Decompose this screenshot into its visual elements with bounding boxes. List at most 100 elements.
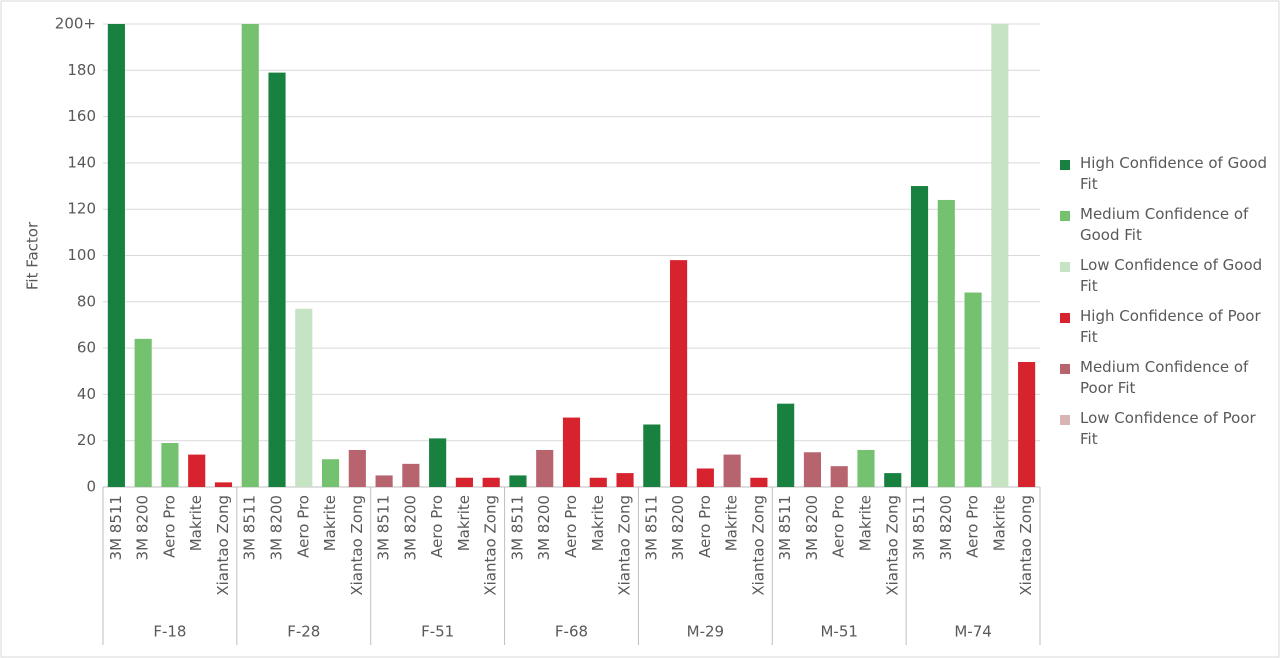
legend-label: Medium Confidence of Good Fit bbox=[1080, 205, 1249, 244]
bar bbox=[964, 292, 982, 487]
x-tick-label: 3M 8511 bbox=[776, 495, 794, 560]
legend-item: High Confidence of Good Fit bbox=[1060, 153, 1270, 204]
x-tick-label: Aero Pro bbox=[696, 495, 714, 558]
legend-label: High Confidence of Good Fit bbox=[1080, 154, 1268, 193]
bar bbox=[562, 417, 581, 487]
x-tick-label: Xiantao Zong bbox=[616, 495, 634, 596]
bar bbox=[321, 459, 340, 487]
x-tick-label: Aero Pro bbox=[964, 495, 982, 558]
x-tick-label: Xiantao Zong bbox=[883, 495, 901, 596]
bar bbox=[482, 477, 500, 487]
bar bbox=[884, 473, 902, 487]
x-tick-label: 3M 8511 bbox=[642, 495, 660, 560]
y-tick-label: 180 bbox=[67, 61, 96, 79]
bar bbox=[375, 475, 393, 487]
bar bbox=[991, 24, 1009, 487]
legend-swatch bbox=[1060, 211, 1070, 221]
group-label: F-51 bbox=[421, 623, 454, 641]
x-tick-label: Aero Pro bbox=[294, 495, 312, 558]
x-tick-label: 3M 8200 bbox=[268, 495, 286, 560]
legend-swatch bbox=[1060, 415, 1070, 425]
x-tick-label: 3M 8511 bbox=[241, 495, 259, 560]
y-tick-label: 120 bbox=[67, 200, 96, 218]
x-tick-label: 3M 8200 bbox=[937, 495, 955, 560]
x-tick-label: 3M 8200 bbox=[401, 495, 419, 560]
x-tick-label: Xiantao Zong bbox=[348, 495, 366, 596]
bar bbox=[696, 468, 714, 487]
group-label: F-68 bbox=[555, 623, 588, 641]
x-tick-label: Makrite bbox=[187, 495, 205, 551]
bar bbox=[188, 454, 206, 487]
bar bbox=[857, 449, 875, 487]
group-label: F-28 bbox=[287, 623, 320, 641]
legend-label: Low Confidence of Good Fit bbox=[1080, 256, 1263, 295]
x-tick-label: Aero Pro bbox=[830, 495, 848, 558]
x-tick-label: Makrite bbox=[455, 495, 473, 551]
x-tick-label: 3M 8200 bbox=[535, 495, 553, 560]
y-tick-label: 20 bbox=[77, 431, 96, 449]
x-tick-label: Xiantao Zong bbox=[482, 495, 500, 596]
x-tick-label: Aero Pro bbox=[428, 495, 446, 558]
bar bbox=[670, 260, 688, 487]
legend-item: High Confidence of Poor Fit bbox=[1060, 306, 1270, 357]
bar bbox=[643, 424, 661, 487]
legend-swatch bbox=[1060, 262, 1070, 272]
bar bbox=[910, 186, 929, 488]
x-tick-label: Xiantao Zong bbox=[214, 495, 232, 596]
y-tick-label: 100 bbox=[67, 246, 96, 264]
x-tick-label: Aero Pro bbox=[562, 495, 580, 558]
bar bbox=[161, 443, 179, 487]
x-tick-label: 3M 8200 bbox=[803, 495, 821, 560]
x-tick-label: Xiantao Zong bbox=[749, 495, 767, 596]
y-tick-label: 0 bbox=[86, 478, 96, 496]
bar bbox=[509, 475, 527, 487]
bar bbox=[402, 463, 420, 487]
bar bbox=[589, 477, 607, 487]
group-label: M-29 bbox=[687, 623, 724, 641]
y-tick-label: 40 bbox=[77, 385, 96, 403]
group-label: M-74 bbox=[954, 623, 991, 641]
legend-item: Low Confidence of Poor Fit bbox=[1060, 408, 1270, 459]
bar bbox=[777, 403, 795, 487]
x-tick-label: 3M 8511 bbox=[107, 495, 125, 560]
group-label: M-51 bbox=[820, 623, 857, 641]
bar bbox=[937, 199, 955, 487]
y-tick-label: 200+ bbox=[55, 15, 96, 33]
x-tick-label: 3M 8200 bbox=[669, 495, 687, 560]
bar bbox=[134, 338, 152, 487]
bar bbox=[536, 449, 554, 487]
bar bbox=[268, 72, 286, 488]
bar bbox=[723, 454, 741, 487]
legend: High Confidence of Good Fit Medium Confid… bbox=[1060, 153, 1270, 459]
y-tick-label: 60 bbox=[77, 339, 96, 357]
bar bbox=[348, 449, 366, 487]
bar bbox=[750, 477, 768, 487]
x-tick-label: Makrite bbox=[856, 495, 874, 551]
bar bbox=[455, 477, 473, 487]
legend-label: Low Confidence of Poor Fit bbox=[1080, 409, 1256, 448]
bar bbox=[803, 452, 822, 487]
bar bbox=[214, 482, 233, 487]
y-tick-label: 160 bbox=[67, 107, 96, 125]
bar bbox=[295, 308, 313, 487]
y-axis-label: Fit Factor bbox=[24, 221, 42, 290]
legend-item: Low Confidence of Good Fit bbox=[1060, 255, 1270, 306]
x-tick-label: Makrite bbox=[321, 495, 339, 551]
legend-swatch bbox=[1060, 160, 1070, 170]
x-tick-label: Makrite bbox=[589, 495, 607, 551]
x-tick-label: Xiantao Zong bbox=[1017, 495, 1035, 596]
legend-label: Medium Confidence of Poor Fit bbox=[1080, 358, 1249, 397]
legend-label: High Confidence of Poor Fit bbox=[1080, 307, 1261, 346]
x-tick-label: 3M 8200 bbox=[134, 495, 152, 560]
bar bbox=[616, 473, 634, 487]
x-tick-label: Aero Pro bbox=[160, 495, 178, 558]
x-tick-label: Makrite bbox=[723, 495, 741, 551]
y-tick-label: 80 bbox=[77, 292, 96, 310]
legend-item: Medium Confidence of Good Fit bbox=[1060, 204, 1270, 255]
x-tick-label: Makrite bbox=[990, 495, 1008, 551]
bar bbox=[830, 466, 848, 487]
bar bbox=[1018, 361, 1036, 487]
